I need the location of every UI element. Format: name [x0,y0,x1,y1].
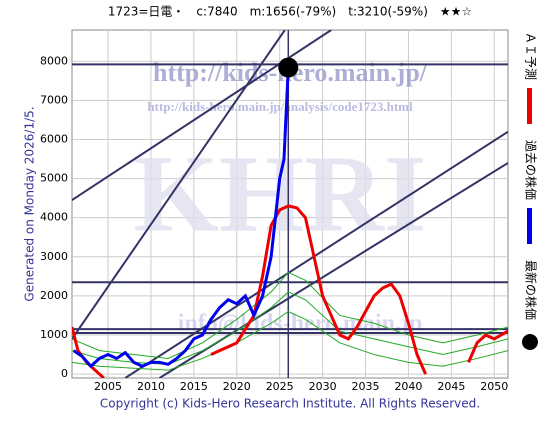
y-tick-label: 1000 [40,328,68,341]
watermark: http://kids-hero.main.jp/analysis/code17… [147,99,413,114]
y-tick-label: 4000 [40,211,68,224]
x-tick-label: 2005 [94,380,122,393]
y-tick-label: 2000 [40,289,68,302]
y-label: Generated on Monday 2026/1/5. [23,106,37,301]
x-tick-label: 2030 [309,380,337,393]
footer: Copyright (c) Kids-Hero Research Institu… [100,397,480,411]
latest-point [278,57,299,78]
x-tick-label: 2015 [180,380,208,393]
y-tick-label: 5000 [40,172,68,185]
y-tick-label: 3000 [40,250,68,263]
legend-swatch [527,88,532,124]
x-tick-label: 2010 [137,380,165,393]
legend-swatch [522,334,538,350]
y-tick-label: 8000 [40,54,68,67]
trend-line [124,130,508,378]
legend-label: 最新の株価 [524,260,539,320]
price-line [72,67,290,369]
band-line [72,310,508,371]
x-tick-label: 2050 [480,380,508,393]
y-tick-label: 0 [61,367,68,380]
trend-line [72,30,286,340]
plot-area [71,29,509,379]
watermark: KHRI [133,132,426,254]
x-tick-label: 2025 [266,380,294,393]
chart-title: 1723=日電・ c:7840 m:1656(-79%) t:3210(-59%… [108,5,472,19]
x-tick-label: 2040 [394,380,422,393]
x-tick-label: 2020 [223,380,251,393]
y-tick-label: 6000 [40,132,68,145]
legend-label: 過去の株価 [524,140,539,200]
band-line [72,291,508,365]
y-tick-label: 7000 [40,93,68,106]
legend-label: ＡＩ予測 [524,32,538,80]
x-tick-label: 2045 [437,380,465,393]
legend-swatch [527,208,532,244]
band-line [72,271,508,359]
x-tick-label: 2035 [352,380,380,393]
